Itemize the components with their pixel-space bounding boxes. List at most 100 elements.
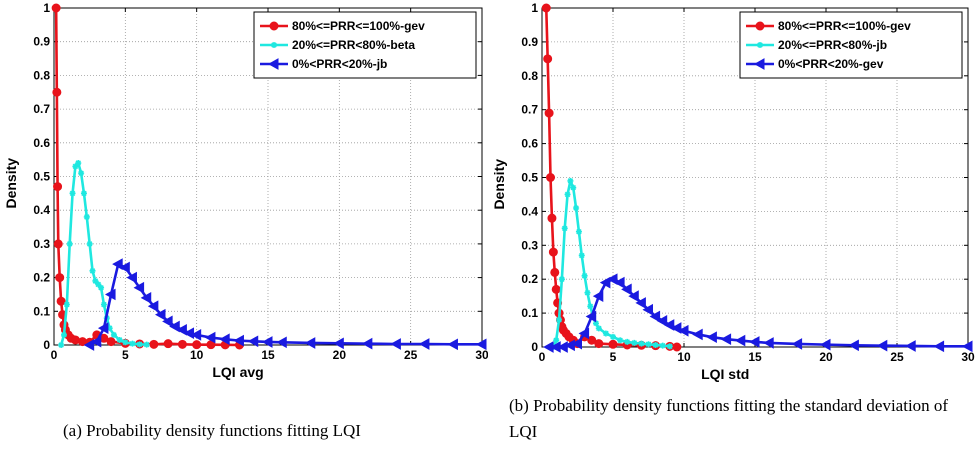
series-line: [552, 179, 670, 348]
data-point: [69, 190, 76, 197]
data-point: [628, 290, 639, 302]
data-point: [72, 163, 79, 170]
data-point: [659, 342, 666, 349]
data-point: [133, 281, 145, 294]
legend-item: 0%<PRR<20%-gev: [746, 57, 884, 71]
data-point: [753, 58, 765, 70]
x-tick-label: 10: [190, 348, 204, 362]
data-point: [95, 281, 102, 288]
data-point: [706, 331, 717, 344]
data-point: [269, 21, 279, 31]
data-point: [361, 337, 373, 350]
x-axis-label: LQI avg: [212, 364, 263, 380]
data-point: [544, 108, 554, 118]
data-point: [556, 316, 563, 323]
data-point: [304, 337, 316, 349]
data-point: [624, 338, 631, 345]
data-point: [663, 319, 675, 331]
x-tick-label: 30: [961, 350, 975, 364]
data-point: [119, 261, 130, 274]
data-point: [578, 327, 590, 340]
data-point: [558, 276, 565, 283]
data-point: [89, 267, 96, 274]
data-point: [876, 339, 888, 352]
data-point: [961, 340, 973, 353]
y-tick-label: 0.6: [33, 136, 50, 150]
legend-box: [739, 11, 963, 79]
data-point: [666, 343, 673, 350]
data-point: [614, 276, 625, 289]
data-point: [608, 339, 618, 349]
y-tick-label: 0.5: [33, 170, 50, 184]
data-point: [177, 339, 187, 349]
data-point: [261, 336, 273, 348]
data-point: [652, 341, 659, 348]
y-tick-label: 0.5: [521, 171, 538, 185]
y-tick-label: 0.1: [521, 306, 538, 320]
y-tick-label: 0.4: [521, 204, 538, 218]
data-point: [645, 341, 652, 348]
data-point: [763, 337, 774, 349]
ticks: 0 5 10 15 20 25 30 0 0.1 0.2 0.3 0.4 0.5 0.6 0.7 0.8 0.9…: [33, 1, 488, 362]
data-point: [163, 339, 173, 349]
data-point: [592, 320, 599, 327]
data-point: [791, 338, 803, 350]
data-point: [575, 228, 582, 235]
legend-label: 20%<=PRR<80%-jb: [778, 38, 887, 52]
data-point: [631, 339, 638, 346]
data-point: [595, 325, 602, 332]
data-point: [642, 303, 653, 316]
data-point: [51, 3, 61, 13]
data-point: [75, 160, 82, 167]
x-tick-label: 5: [122, 348, 129, 362]
data-point: [162, 315, 173, 328]
series-20-prr-80-jb: [550, 177, 673, 350]
data-point: [564, 339, 575, 352]
x-axis-label: LQI std: [701, 366, 749, 382]
data-point: [447, 338, 458, 351]
data-point: [149, 339, 159, 349]
data-point: [126, 271, 137, 284]
caption-a: (a) Probability density functions fittin…: [63, 421, 361, 440]
data-point: [129, 340, 136, 347]
series-line: [89, 262, 482, 347]
data-point: [621, 283, 632, 296]
data-point: [748, 336, 760, 348]
data-point: [550, 267, 560, 277]
y-tick-label: 0.3: [33, 237, 50, 251]
data-point: [86, 240, 93, 247]
y-tick-label: 0.9: [521, 35, 538, 49]
data-point: [233, 334, 244, 347]
y-tick-label: 0.4: [33, 203, 50, 217]
data-point: [692, 328, 703, 341]
data-point: [567, 177, 574, 184]
y-tick-label: 0.3: [521, 238, 538, 252]
chart-panel-b: 0 5 10 15 20 25 30 0 0.1 0.2 0.3 0.4 0.5 0.6 0.7 0.8 0.9…: [489, 0, 977, 460]
data-point: [110, 331, 117, 338]
y-axis-label: Density: [3, 158, 19, 209]
x-tick-label: 0: [51, 348, 58, 362]
data-point: [140, 291, 152, 304]
y-tick-label: 0.7: [521, 103, 538, 117]
data-point: [592, 290, 604, 302]
chart-panel-a: 0 5 10 15 20 25 30 0 0.1 0.2 0.3 0.4 0.5 0.6 0.7 0.8 0.9…: [0, 0, 488, 460]
legend-item: 80%<=PRR<=100%-gev: [746, 19, 911, 33]
data-point: [905, 340, 916, 352]
y-tick-label: 0.1: [33, 304, 50, 318]
y-tick-label: 0.6: [521, 137, 538, 151]
data-point: [543, 54, 553, 64]
data-point: [58, 342, 65, 348]
data-point: [581, 272, 588, 279]
data-point: [183, 327, 195, 340]
data-point: [475, 338, 487, 351]
data-point: [720, 333, 732, 346]
legend-item: 80%<=PRR<=100%-gev: [260, 19, 425, 33]
caption-b: (b) Probability density functions fittin…: [509, 396, 949, 441]
x-tick-label: 15: [261, 348, 275, 362]
x-tick-label: 25: [890, 350, 904, 364]
legend-item: 20%<=PRR<80%-jb: [746, 38, 887, 52]
data-point: [755, 21, 765, 31]
data-point: [617, 337, 624, 344]
data-point: [573, 205, 580, 212]
data-point: [271, 42, 277, 48]
